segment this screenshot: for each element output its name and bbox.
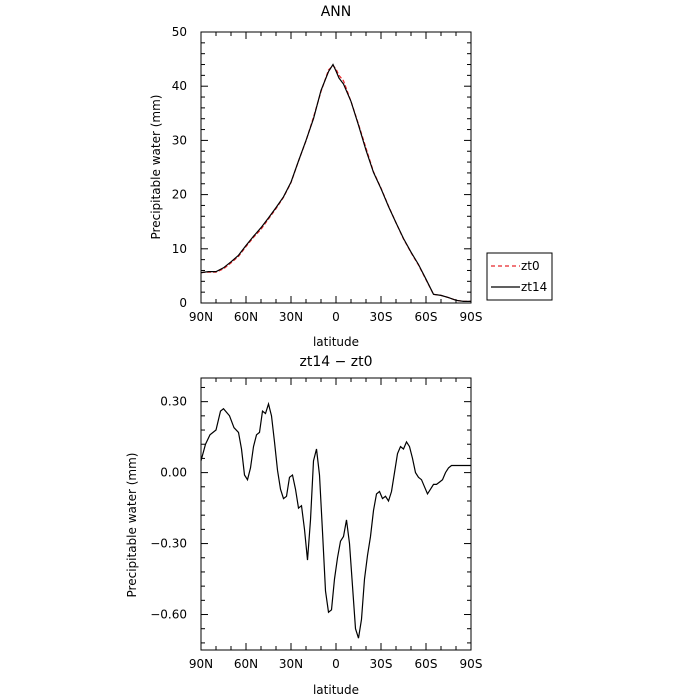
x-tick-label: 90S bbox=[460, 657, 483, 671]
y-tick-label: −0.60 bbox=[150, 608, 187, 622]
x-tick-label: 0 bbox=[332, 657, 340, 671]
tick-group: 90N 60N 30N 0 30S 60S 90S 0 10 20 30 40 50 bbox=[172, 25, 483, 324]
y-tick-label: 10 bbox=[172, 242, 187, 256]
y-tick-label: 40 bbox=[172, 79, 187, 93]
plot-frame bbox=[200, 31, 472, 304]
y-tick-label: 0 bbox=[179, 296, 187, 310]
y-tick-label: 50 bbox=[172, 25, 187, 39]
x-tick-label: 90S bbox=[460, 310, 483, 324]
chart-title: ANN bbox=[321, 4, 352, 20]
x-tick-label: 90N bbox=[189, 657, 213, 671]
x-tick-label: 0 bbox=[332, 310, 340, 324]
x-tick-label: 30S bbox=[370, 310, 393, 324]
legend-entry-zt14: zt14 bbox=[521, 280, 547, 294]
y-tick-label: 30 bbox=[172, 133, 187, 147]
x-axis-label: latitude bbox=[313, 335, 359, 349]
x-tick-label: 30N bbox=[279, 310, 303, 324]
series-line bbox=[200, 401, 471, 639]
x-tick-label: 60S bbox=[415, 310, 438, 324]
legend-entry-zt0: zt0 bbox=[521, 259, 540, 273]
chart-bottom: zt14 − zt0 90N 60N 30N 0 30S 60S 90S 0.30 0.00 −0… bbox=[125, 354, 482, 697]
y-axis-label: Precipitable water (mm) bbox=[125, 453, 139, 598]
y-tick-label: 20 bbox=[172, 188, 187, 202]
tick-group: 90N 60N 30N 0 30S 60S 90S 0.30 0.00 −0.30 −0.60 bbox=[150, 378, 482, 671]
x-tick-label: 60N bbox=[234, 657, 258, 671]
legend-box bbox=[486, 252, 553, 301]
x-tick-label: 90N bbox=[189, 310, 213, 324]
x-tick-label: 60N bbox=[234, 310, 258, 324]
x-tick-label: 60S bbox=[415, 657, 438, 671]
series-line-zt14 bbox=[200, 63, 471, 302]
y-axis-label: Precipitable water (mm) bbox=[149, 95, 163, 240]
chart-top: ANN 90N 60N 30N 0 30S 60S 90S 0 10 20 30 40 50 latit… bbox=[149, 4, 553, 349]
x-axis-label: latitude bbox=[313, 683, 359, 697]
y-tick-label: −0.30 bbox=[150, 537, 187, 551]
x-tick-label: 30N bbox=[279, 657, 303, 671]
series-group bbox=[200, 63, 471, 302]
y-tick-label: 0.00 bbox=[160, 466, 187, 480]
chart-title: zt14 − zt0 bbox=[299, 354, 372, 370]
plot-frame bbox=[200, 377, 472, 651]
legend: zt0 zt14 bbox=[486, 252, 553, 301]
y-tick-label: 0.30 bbox=[160, 395, 187, 409]
x-tick-label: 30S bbox=[370, 657, 393, 671]
series-line-zt0 bbox=[200, 64, 471, 302]
series-group bbox=[200, 401, 471, 639]
